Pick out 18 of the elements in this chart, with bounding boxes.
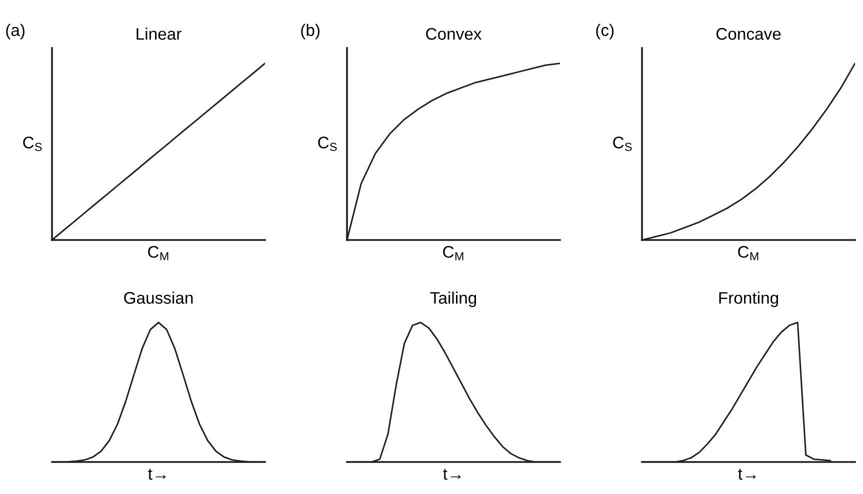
chart-title: Linear <box>136 28 182 40</box>
y-axis-title: C$_{S}$ <box>613 136 632 152</box>
x-axis-title: C$_{M}$ <box>738 246 758 260</box>
text: (b) <box>301 24 320 40</box>
chart-title: Concave <box>716 28 781 40</box>
chart-title: Tailing <box>430 292 476 308</box>
x-axis-title: C$_{M}$ <box>443 246 464 260</box>
chart-title: Gaussian <box>124 292 193 304</box>
x-axis-title: t→ <box>738 468 756 480</box>
x-axis-title: t→ <box>443 468 461 480</box>
x-axis-title: t→ <box>148 468 166 480</box>
x-axis-title: C$_{M}$ <box>148 246 168 260</box>
chart-title: Convex <box>426 28 482 40</box>
text: (c) <box>596 24 614 40</box>
y-axis-title: C$_{S}$ <box>23 136 42 152</box>
y-axis-title: C$_{S}$ <box>318 136 337 152</box>
text: (a) <box>6 24 24 40</box>
chart-title: Fronting <box>719 292 778 308</box>
